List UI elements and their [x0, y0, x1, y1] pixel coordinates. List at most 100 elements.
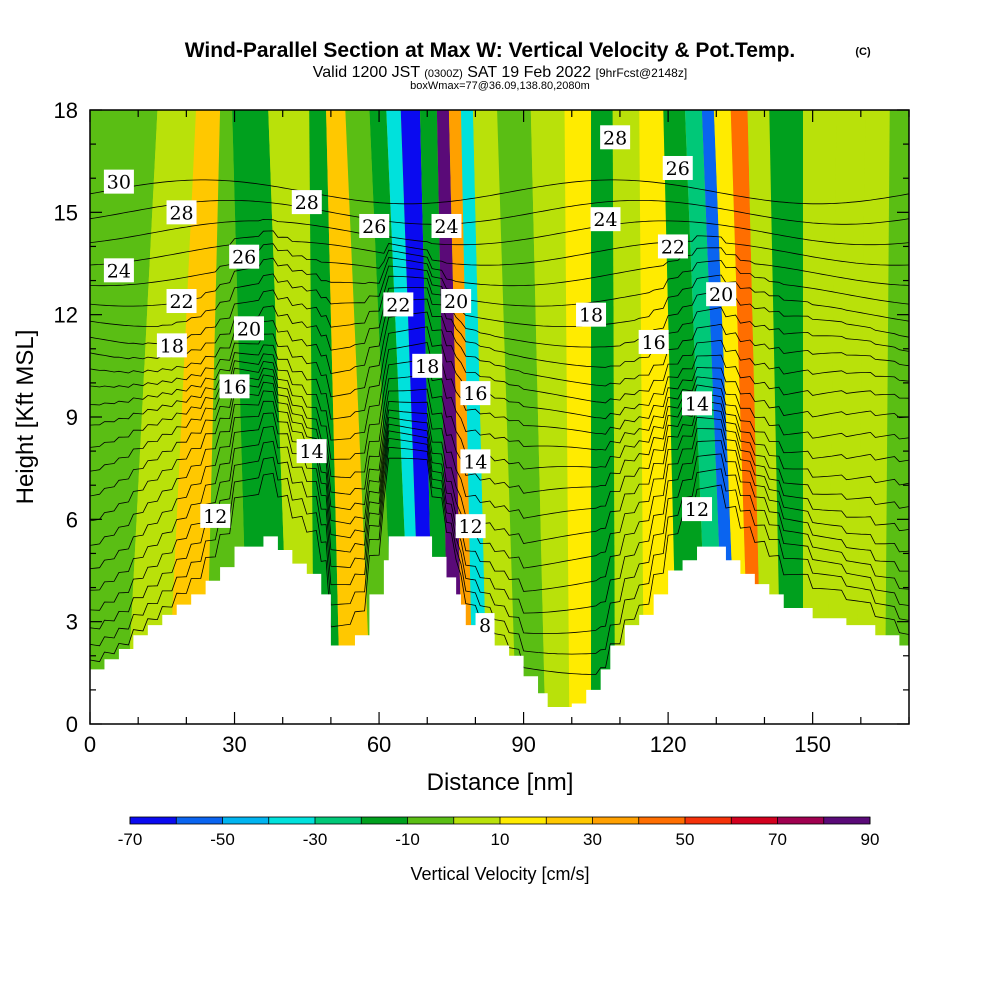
svg-text:8: 8 — [479, 615, 491, 637]
theta-contour — [90, 425, 909, 614]
svg-text:22: 22 — [661, 236, 685, 258]
theta-label: 24 — [103, 258, 134, 283]
theta-label: 16 — [219, 374, 250, 399]
svg-text:20: 20 — [444, 291, 468, 313]
x-axis-label: Distance [nm] — [427, 769, 574, 796]
x-tick-label: 120 — [650, 732, 687, 757]
svg-text:24: 24 — [107, 260, 131, 282]
svg-text:16: 16 — [642, 332, 666, 354]
theta-label: 22 — [657, 234, 688, 259]
theta-contour — [90, 265, 909, 327]
theta-contour — [90, 381, 909, 522]
colorbar-swatch — [268, 817, 316, 824]
x-tick-label: 30 — [222, 732, 246, 757]
theta-label: 20 — [233, 316, 264, 341]
colorbar-swatch — [407, 817, 455, 824]
theta-contour — [90, 412, 909, 592]
velocity-band — [612, 110, 645, 724]
theta-label: 14 — [460, 449, 491, 474]
theta-label: 28 — [291, 190, 322, 215]
colorbar-swatch — [546, 817, 593, 824]
x-tick-label: 0 — [84, 732, 96, 757]
theta-label: 12 — [200, 503, 231, 528]
svg-text:18: 18 — [160, 335, 184, 357]
svg-text:28: 28 — [603, 127, 627, 149]
y-tick-label: 12 — [54, 303, 78, 328]
svg-text:30: 30 — [107, 172, 131, 194]
colorbar-swatch — [638, 817, 686, 824]
svg-text:14: 14 — [300, 441, 324, 463]
theta-label: 22 — [166, 289, 197, 314]
theta-label: 8 — [475, 613, 495, 638]
theta-label: 18 — [412, 353, 443, 378]
contour-labels: 30 28 28 26 26 24 24 24 22 22 22 20 20 20 18 18 18 16 16 16… — [103, 125, 737, 638]
colorbar-swatch — [315, 817, 362, 824]
velocity-band — [126, 110, 196, 724]
velocity-band — [497, 110, 546, 724]
colorbar-swatch — [592, 817, 640, 824]
colorbar-tick-label: 90 — [861, 830, 880, 849]
colorbar-swatch — [361, 817, 408, 824]
valid-time-line: Valid 1200 JST (0300Z) SAT 19 Feb 2022 [… — [313, 64, 687, 81]
theta-label: 24 — [431, 213, 462, 238]
theta-contour — [90, 437, 909, 634]
colorbar-swatch — [731, 817, 778, 824]
velocity-band — [564, 110, 592, 724]
theta-label: 12 — [455, 514, 486, 539]
colorbar-tick-label: 30 — [583, 830, 602, 849]
svg-text:24: 24 — [593, 209, 617, 231]
plot-area: 30 28 28 26 26 24 24 24 22 22 22 20 20 20 18 18 18 16 16 16… — [90, 110, 909, 724]
colorbar-swatch — [176, 817, 223, 824]
y-tick-label: 3 — [66, 610, 78, 635]
theta-label: 28 — [600, 125, 631, 150]
theta-label: 26 — [359, 213, 390, 238]
colorbar-tick-label: 10 — [491, 830, 510, 849]
y-tick-label: 0 — [66, 712, 78, 737]
theta-label: 24 — [590, 207, 621, 232]
y-tick-label: 6 — [66, 507, 78, 532]
velocity-band — [730, 110, 763, 724]
colorbar-tick-label: 50 — [676, 830, 695, 849]
y-tick-label: 9 — [66, 405, 78, 430]
box-wmax-line: boxWmax=77@36.09,138.80,2080m — [410, 80, 590, 92]
colorbar-swatch — [222, 817, 270, 824]
svg-text:26: 26 — [232, 247, 256, 269]
y-tick-label: 15 — [54, 200, 78, 225]
svg-text:14: 14 — [685, 393, 709, 415]
svg-text:20: 20 — [709, 284, 733, 306]
colorbar-tick-label: -30 — [303, 830, 328, 849]
theta-contour — [90, 275, 909, 348]
svg-text:24: 24 — [434, 216, 458, 238]
theta-contour — [90, 400, 909, 569]
svg-text:14: 14 — [463, 451, 487, 473]
valid-time-utc: (0300Z) — [424, 68, 463, 80]
theta-label: 18 — [576, 302, 607, 327]
svg-text:16: 16 — [222, 376, 246, 398]
valid-date: SAT 19 Feb 2022 — [467, 64, 591, 81]
svg-text:26: 26 — [362, 216, 386, 238]
velocity-band — [884, 110, 909, 724]
svg-text:18: 18 — [579, 305, 603, 327]
colorbar-label: Vertical Velocity [cm/s] — [410, 864, 589, 884]
svg-text:16: 16 — [463, 383, 487, 405]
svg-text:28: 28 — [295, 192, 319, 214]
axes: 0 30 60 90 120 150 0 3 6 9 12 15 18 — [54, 98, 910, 757]
svg-text:28: 28 — [169, 202, 193, 224]
theta-label: 22 — [383, 292, 414, 317]
theta-contour — [90, 390, 909, 546]
theta-contour — [90, 243, 909, 287]
copyright-mark: (C) — [855, 46, 871, 58]
theta-contour — [90, 230, 909, 266]
theta-label: 16 — [638, 329, 669, 354]
theta-label: 30 — [103, 169, 134, 194]
velocity-band — [345, 110, 396, 724]
velocity-band — [530, 110, 570, 724]
y-axis-label: Height [Kft MSL] — [12, 330, 39, 505]
theta-label: 12 — [682, 497, 713, 522]
velocity-band — [309, 110, 341, 724]
terrain — [90, 536, 909, 724]
theta-contour — [90, 457, 909, 675]
theta-contour — [90, 326, 909, 420]
colorbar-tick-label: -50 — [210, 830, 235, 849]
forecast-info: [9hrFcst@2148z] — [596, 66, 688, 80]
